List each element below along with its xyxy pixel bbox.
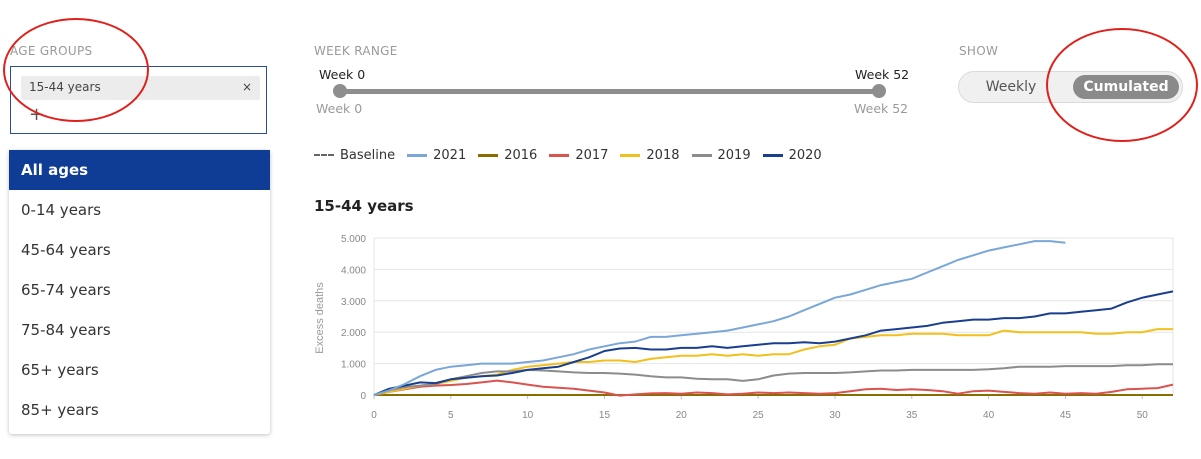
x-tick-label: 15 [599,410,611,421]
dropdown-option[interactable]: 65+ years [21,361,99,379]
dropdown-option[interactable]: 65-74 years [21,281,111,299]
add-age-group-icon[interactable]: + [29,104,45,125]
legend-item-2021[interactable]: 2021 [407,148,466,163]
legend-swatch [314,154,334,156]
y-axis-label: Excess deaths [314,282,326,354]
y-tick-label: 4.000 [341,265,366,276]
x-tick-label: 35 [906,410,918,421]
show-label: SHOW [959,44,999,58]
dropdown-option[interactable]: 85+ years [21,401,99,419]
legend-swatch [407,153,428,157]
week-max-label: Week 52 [854,101,909,116]
legend-swatch [549,153,570,157]
series-line-2019[interactable] [373,363,1173,396]
x-axis-ticks: 0 5 10 15 20 25 30 35 40 45 50 [371,395,1148,421]
legend-swatch [762,153,783,157]
show-toggle: Weekly Cumulated [958,71,1183,103]
week-min-label: Week 0 [316,101,363,116]
x-tick-label: 10 [522,410,534,421]
series-line-2018[interactable] [373,328,1173,396]
legend-item-2018[interactable]: 2018 [620,147,680,163]
y-tick-label: 5.000 [341,234,366,245]
dropdown-option[interactable]: 45-64 years [21,241,111,259]
legend-label: Baseline [340,147,396,163]
series-line-2017[interactable] [373,379,1174,397]
dropdown-option[interactable]: 0-14 years [21,201,102,219]
week-start-tooltip: Week 0 [319,67,366,82]
age-groups-select[interactable]: 15-44 years × + [10,66,267,134]
legend-swatch [620,153,641,157]
legend-item-2016[interactable]: 2016 [478,148,537,163]
x-tick-label: 0 [371,410,377,421]
legend-label: 2016 [504,147,538,163]
weekly-toggle-option[interactable]: Weekly [985,79,1037,95]
series-line-2020[interactable] [373,290,1174,396]
legend-item-baseline[interactable]: Baseline [314,148,395,163]
chart-series [373,240,1174,397]
x-tick-label: 50 [1137,410,1149,421]
legend-swatch [478,153,499,157]
age-groups-label: AGE GROUPS [10,44,93,58]
legend-item-2020[interactable]: 2020 [762,147,822,163]
age-groups-dropdown: All ages 0-14 years 45-64 years 65-74 ye… [9,150,270,434]
week-range-label: WEEK RANGE [314,44,398,58]
x-tick-label: 25 [753,410,765,421]
dropdown-option[interactable]: All ages [9,150,270,190]
chart-legend: Baseline 2021 2016 2017 2018 2019 2020 [314,146,834,164]
dropdown-option[interactable]: 75-84 years [21,321,111,339]
y-tick-label: 2.000 [341,328,366,339]
x-tick-label: 20 [676,410,688,421]
y-tick-label: 1.000 [341,360,366,371]
x-tick-label: 30 [829,410,841,421]
remove-chip-icon[interactable]: × [241,80,252,94]
week-start-handle[interactable] [333,84,347,98]
legend-item-2019[interactable]: 2019 [691,147,751,163]
legend-label: 2020 [788,147,822,163]
cumulated-toggle-option[interactable]: Cumulated [1073,75,1179,99]
week-end-tooltip: Week 52 [855,67,910,82]
legend-swatch [691,153,712,157]
x-tick-label: 45 [1060,410,1072,421]
y-axis-ticks: 0 1.000 2.000 3.000 4.000 5.000 [341,234,366,402]
legend-label: 2021 [433,147,467,163]
week-range-track[interactable] [340,89,880,94]
chart-title: 15-44 years [314,197,414,215]
selected-age-chip-label: 15-44 years [29,80,101,94]
legend-label: 2018 [646,147,680,163]
week-end-handle[interactable] [872,84,886,98]
legend-item-2017[interactable]: 2017 [549,148,608,163]
legend-label: 2017 [575,147,609,163]
y-tick-label: 3.000 [341,297,366,308]
legend-label: 2019 [717,147,751,163]
x-tick-label: 40 [983,410,995,421]
selected-age-chip: 15-44 years × [21,76,260,100]
series-line-2021[interactable] [373,240,1066,396]
x-tick-label: 5 [448,410,454,421]
y-tick-label: 0 [360,391,366,402]
